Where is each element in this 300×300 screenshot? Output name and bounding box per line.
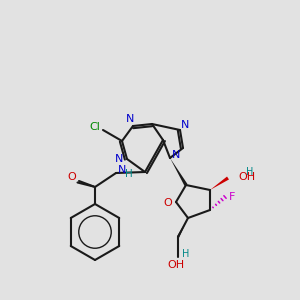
Text: H: H	[125, 169, 133, 179]
Polygon shape	[170, 158, 188, 186]
Text: H: H	[182, 249, 190, 259]
Text: O: O	[68, 172, 76, 182]
Text: N: N	[181, 120, 189, 130]
Text: H: H	[246, 167, 254, 177]
Polygon shape	[177, 218, 188, 238]
Text: N: N	[126, 114, 134, 124]
Text: N: N	[118, 165, 126, 175]
Text: OH: OH	[238, 172, 255, 182]
Text: O: O	[164, 198, 172, 208]
Text: F: F	[229, 192, 235, 202]
Text: OH: OH	[167, 260, 184, 270]
Text: N: N	[172, 150, 180, 160]
Text: N: N	[115, 154, 123, 164]
Polygon shape	[210, 176, 229, 190]
Text: Cl: Cl	[90, 122, 101, 132]
